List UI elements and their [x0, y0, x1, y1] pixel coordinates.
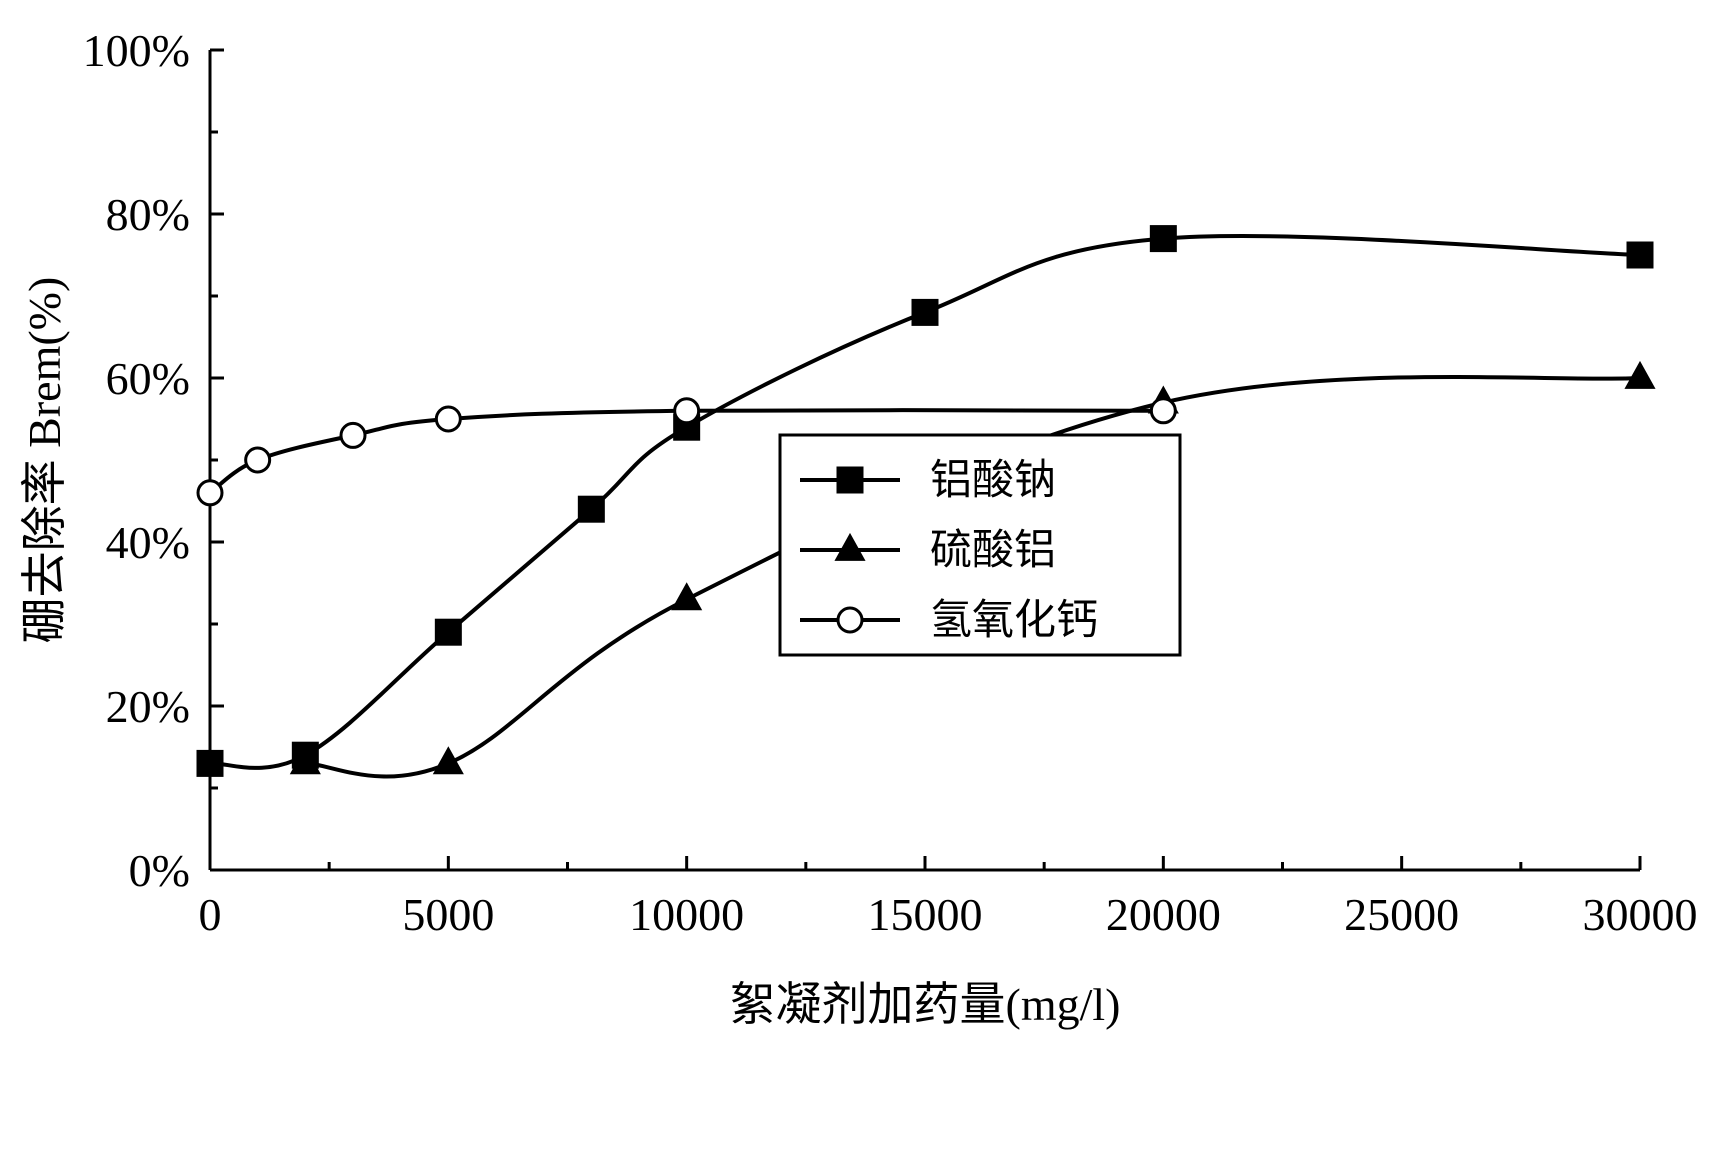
x-tick-label: 15000 [868, 889, 983, 940]
y-tick-label: 60% [106, 353, 190, 404]
x-axis-label: 絮凝剂加药量(mg/l) [730, 979, 1121, 1030]
marker-circle [838, 608, 862, 632]
y-axis-label: 硼去除率 Brem(%) [19, 277, 70, 644]
legend-label: 铝酸钠 [930, 458, 1056, 504]
y-tick-label: 80% [106, 189, 190, 240]
marker-circle [198, 481, 222, 505]
marker-square [436, 620, 460, 644]
x-tick-label: 0 [199, 889, 222, 940]
y-tick-label: 0% [129, 845, 190, 896]
marker-square [579, 497, 603, 521]
marker-square [1628, 243, 1652, 267]
marker-circle [675, 399, 699, 423]
x-tick-label: 20000 [1106, 889, 1221, 940]
marker-square [838, 468, 862, 492]
marker-circle [246, 448, 270, 472]
marker-square [1151, 227, 1175, 251]
marker-circle [436, 407, 460, 431]
x-tick-label: 10000 [629, 889, 744, 940]
marker-square [198, 751, 222, 775]
y-tick-label: 100% [83, 25, 190, 76]
x-tick-label: 30000 [1583, 889, 1698, 940]
y-tick-label: 20% [106, 681, 190, 732]
x-tick-label: 5000 [402, 889, 494, 940]
x-tick-label: 25000 [1344, 889, 1459, 940]
marker-square [913, 300, 937, 324]
legend: 铝酸钠硫酸铝氢氧化钙 [780, 435, 1180, 655]
marker-triangle [1627, 364, 1653, 387]
legend-label: 氢氧化钙 [930, 598, 1098, 644]
marker-circle [341, 423, 365, 447]
marker-circle [1151, 399, 1175, 423]
y-tick-label: 40% [106, 517, 190, 568]
legend-label: 硫酸铝 [930, 528, 1056, 574]
chart-root: 0 5000 10000 15000 20000 25000 30000 0% 20% 40% 60… [0, 0, 1736, 1164]
marker-triangle [674, 585, 700, 608]
